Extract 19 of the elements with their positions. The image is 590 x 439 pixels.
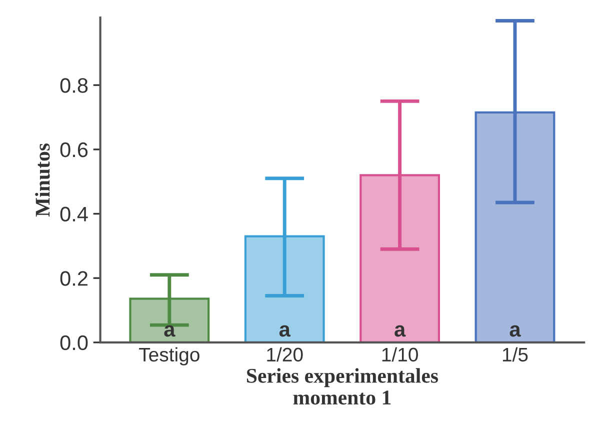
y-tick-label: 0.4 — [60, 206, 88, 222]
y-tick-label: 0.8 — [60, 78, 88, 93]
bar — [474, 111, 556, 342]
annotation: a — [394, 325, 406, 337]
annotation: a — [279, 325, 291, 337]
bar — [129, 298, 210, 342]
y-tick-label: 0.6 — [60, 142, 88, 158]
annotation: a — [164, 325, 176, 337]
y-tick-label: 0.0 — [60, 335, 88, 350]
bar — [244, 235, 325, 342]
bar — [360, 174, 440, 342]
y-axis-title: Minutos — [35, 143, 50, 217]
y-tick-label: 0.2 — [60, 271, 88, 286]
x-tick-label: 1/20 — [267, 347, 303, 362]
x-tick-label: Testigo — [139, 347, 200, 366]
x-axis-title: Series experimentales momento 1 — [246, 368, 438, 405]
x-tick-label: 1/5 — [502, 347, 528, 362]
annotation: a — [510, 325, 521, 337]
x-tick-label: 1/10 — [382, 347, 418, 362]
